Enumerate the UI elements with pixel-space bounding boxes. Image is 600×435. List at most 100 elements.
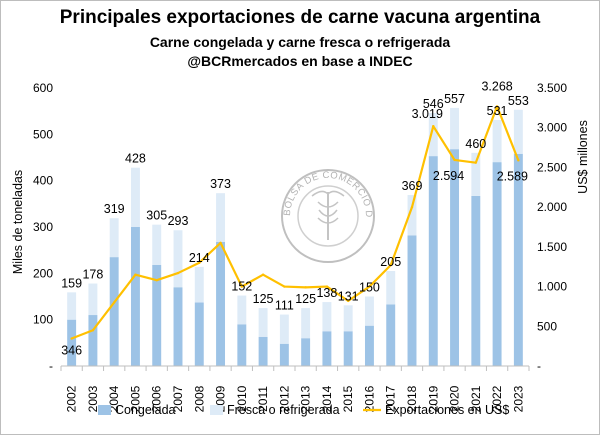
x-tick-label: 2018 <box>405 385 419 412</box>
x-tick-label: 2023 <box>511 385 525 412</box>
y-tick-label: - <box>49 359 53 373</box>
bar-total-label: 546 <box>423 97 444 111</box>
seal-text-arc: BOLSA DE COMERCIO DE ROSARIO <box>1 1 374 218</box>
line-point <box>155 279 158 282</box>
bar-total-label: 159 <box>61 276 82 290</box>
bar-total-label: 214 <box>189 251 210 265</box>
y2-tick-label: - <box>537 359 541 373</box>
y-tick-label: 100 <box>33 313 53 327</box>
bar-congelada <box>258 336 268 366</box>
bar-congelada <box>471 195 481 366</box>
line-point <box>517 159 520 162</box>
bar-fresca <box>301 308 311 339</box>
bar-total-label: 178 <box>82 268 103 282</box>
y-axis-title: Miles de toneladas <box>11 170 25 274</box>
bar-total-label: 319 <box>104 202 125 216</box>
bar-fresca <box>258 308 268 337</box>
x-tick-label: 2015 <box>341 385 355 412</box>
line-point <box>495 105 499 108</box>
bar-total-label: 138 <box>316 286 337 300</box>
line-point <box>410 205 414 209</box>
line-point <box>198 261 201 264</box>
y-tick-label: 400 <box>33 174 53 188</box>
legend: Congelada Fresca o refrigerada Exportacion… <box>98 403 509 417</box>
bar-congelada <box>492 162 502 366</box>
x-tick-label: 2016 <box>362 385 376 412</box>
bar-total-label: 557 <box>444 92 465 106</box>
bar-total-label: 553 <box>508 94 529 108</box>
bar-congelada <box>152 264 162 366</box>
bar-fresca <box>88 283 98 316</box>
chart-subtitle: Carne congelada y carne fresca o refrige… <box>149 34 451 50</box>
y2-tick-label: 1.500 <box>537 240 567 254</box>
x-tick-label: 2006 <box>150 385 164 412</box>
line-series <box>70 105 520 340</box>
caduceus-snakes <box>317 201 339 224</box>
bar-congelada <box>130 227 140 366</box>
bar-congelada <box>216 241 226 366</box>
legend-label-exportaciones: Exportaciones en US$ <box>385 403 509 417</box>
x-tick-label: 2014 <box>320 385 334 412</box>
bar-fresca <box>152 224 162 265</box>
bar-congelada <box>173 287 183 366</box>
y2-tick-label: 3.000 <box>537 121 567 135</box>
x-tick-label: 2022 <box>490 385 504 412</box>
y2-tick-label: 1.000 <box>537 280 567 294</box>
bar-fresca <box>492 119 502 163</box>
y-tick-label: 500 <box>33 127 53 141</box>
y-tick-label: 300 <box>33 220 53 234</box>
line-point <box>432 125 435 128</box>
line-value-label: 3.019 <box>412 107 443 121</box>
bar-fresca <box>173 230 183 288</box>
legend-label-fresca: Fresca o refrigerada <box>227 403 340 417</box>
bar-fresca <box>194 266 204 303</box>
bar-total-label: 125 <box>295 292 316 306</box>
right-axis: - 500 1.000 1.500 2.000 2.500 3.000 3.500 US$ mi… <box>537 81 590 373</box>
seal-text: BOLSA DE COMERCIO DE ROSARIO <box>1 1 374 218</box>
line-point <box>368 285 371 288</box>
bar-total-label: 305 <box>146 209 167 223</box>
bar-congelada <box>279 343 289 366</box>
line-point <box>453 158 456 162</box>
x-tick-label: 2012 <box>277 385 291 412</box>
y-tick-label: 200 <box>33 266 53 280</box>
bar-congelada <box>109 257 119 366</box>
bar-congelada <box>88 315 98 366</box>
line-value-label: 2.589 <box>497 169 528 183</box>
bar-total-label: 205 <box>380 255 401 269</box>
line-point <box>240 285 244 288</box>
line-point <box>112 301 116 304</box>
bar-fresca <box>450 107 460 150</box>
legend-label-congelada: Congelada <box>115 403 176 417</box>
caduceus-wings <box>311 190 345 197</box>
line-point <box>325 285 329 288</box>
y-tick-label: 600 <box>33 81 53 95</box>
bar-congelada <box>513 153 523 366</box>
bar-congelada <box>364 325 374 366</box>
y2-tick-label: 3.500 <box>537 81 567 95</box>
bar-fresca <box>386 271 396 305</box>
y2-axis-title: US$ millones <box>576 120 590 194</box>
bar-fresca <box>513 109 523 154</box>
bar-congelada <box>343 331 353 366</box>
bar-congelada <box>67 319 77 366</box>
x-axis: 2002 2003 2004 2005 2006 2007 2008 2009 2010 2011… <box>60 365 530 412</box>
x-tick-label: 2021 <box>469 385 483 412</box>
bar-congelada <box>428 156 438 366</box>
bar-fresca <box>343 305 353 332</box>
bar-total-label: 125 <box>253 292 274 306</box>
bar-total-label: 460 <box>465 137 486 151</box>
bar-congelada <box>237 324 247 366</box>
line-point <box>261 273 265 276</box>
line-point <box>70 337 73 340</box>
bar-fresca <box>471 152 481 196</box>
x-tick-label: 2005 <box>128 385 142 412</box>
x-tick-label: 2011 <box>256 386 270 412</box>
bar-fresca <box>428 113 438 157</box>
line-value-label: 3.268 <box>481 79 512 93</box>
bar-fresca <box>407 195 417 236</box>
line-point <box>389 263 392 267</box>
line-point <box>219 241 222 245</box>
